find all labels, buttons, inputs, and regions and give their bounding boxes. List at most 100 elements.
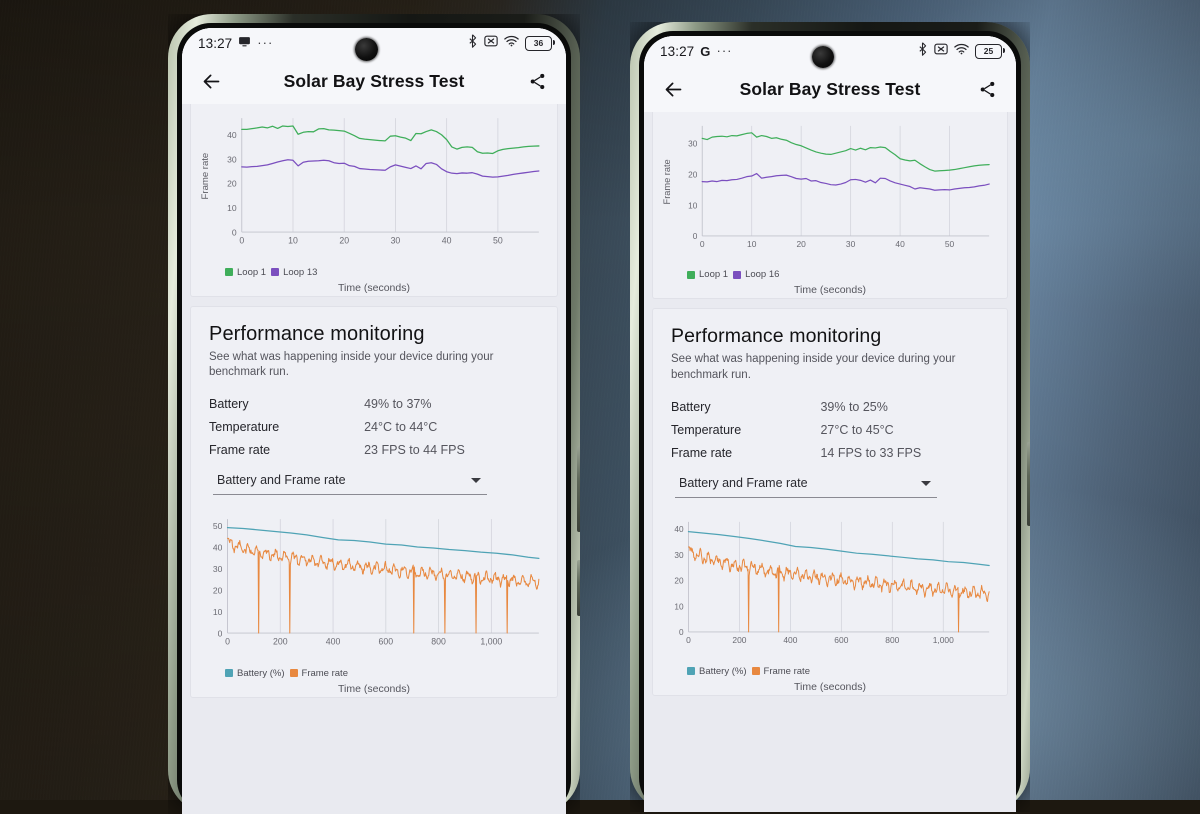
table-row: Temperature 27°C to 45°C: [671, 423, 989, 437]
left-phone-volume-button[interactable]: [577, 446, 580, 532]
svg-text:10: 10: [288, 236, 298, 246]
svg-text:Frame rate: Frame rate: [662, 159, 672, 204]
left-battery-chart: 0 10 20 30 40 50 0 200 400 600 800 1,000: [191, 509, 557, 670]
stat-key: Temperature: [209, 420, 280, 435]
back-arrow-icon[interactable]: [194, 64, 228, 98]
status-time: 13:27: [660, 43, 695, 59]
table-row: Battery 49% to 37%: [209, 397, 539, 411]
legend-label: Frame rate: [763, 665, 810, 677]
svg-text:800: 800: [431, 637, 446, 647]
svg-text:0: 0: [686, 635, 691, 645]
battery-indicator: 36: [525, 35, 556, 51]
selector-value: Battery and Frame rate: [217, 473, 346, 488]
svg-text:30: 30: [227, 154, 237, 164]
left-loop-xaxis-title: Time (seconds): [338, 281, 410, 294]
right-loop-chart-svg: 0 10 20 30 0 10 20 30 40 50 Frame rate: [662, 125, 990, 249]
legend-swatch: [225, 669, 233, 678]
battery-percent: 25: [983, 46, 994, 56]
svg-text:50: 50: [945, 239, 955, 249]
legend-item: Frame rate: [289, 667, 348, 679]
svg-text:20: 20: [227, 179, 237, 189]
performance-description: See what was happening inside your devic…: [209, 350, 494, 379]
left-app-bar: Solar Bay Stress Test: [182, 58, 566, 104]
legend-swatch: [289, 669, 298, 678]
svg-text:10: 10: [227, 203, 237, 213]
legend-label: Loop 1: [699, 269, 729, 281]
no-sim-icon: [484, 34, 498, 52]
stat-key: Battery: [671, 400, 711, 415]
svg-text:30: 30: [846, 239, 856, 249]
right-performance-stats: Battery 39% to 25% Temperature 27°C to 4…: [671, 400, 989, 460]
svg-text:200: 200: [273, 637, 288, 647]
left-battery-legend: Battery (%) Frame rate: [191, 668, 557, 679]
stat-value: 27°C to 45°C: [820, 423, 894, 438]
page-title: Solar Bay Stress Test: [739, 78, 921, 99]
share-icon[interactable]: [520, 64, 554, 98]
legend-label: Loop 13: [283, 266, 318, 278]
legend-item: Frame rate: [751, 665, 810, 677]
bluetooth-icon: [467, 33, 478, 53]
legend-item: Loop 1: [687, 269, 728, 280]
right-phone-camera-punch-hole: [812, 46, 834, 68]
stat-value: 14 FPS to 33 FPS: [820, 446, 922, 461]
left-loop-legend: Loop 1 Loop 13: [191, 267, 557, 278]
svg-text:20: 20: [796, 239, 806, 249]
svg-text:20: 20: [339, 236, 349, 246]
stat-key: Frame rate: [209, 443, 271, 458]
left-scroll-area[interactable]: 0 10 20 30 40 0 10 20 30 40 50 Frame rate Loop 1 Lo…: [182, 104, 566, 814]
selector-value: Battery and Frame rate: [679, 476, 808, 491]
legend-label: Battery (%): [699, 665, 747, 677]
right-performance-card: Performance monitoring See what was happ…: [652, 308, 1008, 696]
g-indicator: G: [700, 43, 711, 59]
wifi-icon: [504, 34, 519, 52]
back-arrow-icon[interactable]: [656, 72, 690, 106]
screencast-icon: [238, 35, 251, 51]
right-app-bar: Solar Bay Stress Test: [644, 66, 1016, 112]
performance-heading: Performance monitoring: [671, 325, 882, 348]
table-row: Temperature 24°C to 44°C: [209, 420, 539, 434]
svg-text:30: 30: [688, 140, 698, 149]
svg-text:40: 40: [227, 130, 237, 140]
right-loop-chart-card: 0 10 20 30 0 10 20 30 40 50 Frame rate Loop 1 Loop…: [652, 112, 1008, 300]
stat-value: 23 FPS to 44 FPS: [364, 443, 465, 458]
right-scroll-area[interactable]: 0 10 20 30 0 10 20 30 40 50 Frame rate Loop 1 Loop…: [644, 112, 1016, 812]
right-performance-section: Performance monitoring See what was happ…: [653, 309, 1007, 512]
share-icon[interactable]: [970, 72, 1004, 106]
svg-text:30: 30: [213, 564, 223, 574]
legend-item: Battery (%): [225, 668, 285, 679]
legend-label: Frame rate: [301, 667, 348, 679]
svg-text:0: 0: [700, 239, 705, 249]
svg-text:40: 40: [674, 525, 684, 534]
svg-text:600: 600: [379, 637, 394, 647]
legend-label: Loop 16: [745, 269, 780, 281]
left-performance-section: Performance monitoring See what was happ…: [191, 307, 557, 510]
left-phone-power-button[interactable]: [577, 560, 580, 616]
left-battery-xaxis-title: Time (seconds): [338, 682, 410, 695]
legend-label: Battery (%): [237, 667, 285, 679]
performance-description: See what was happening inside your devic…: [671, 353, 956, 382]
svg-text:10: 10: [688, 201, 698, 210]
legend-item: Loop 13: [271, 267, 317, 278]
svg-text:600: 600: [834, 635, 848, 645]
right-loop-chart: 0 10 20 30 0 10 20 30 40 50 Frame rate: [653, 112, 1007, 271]
left-battery-chart-svg: 0 10 20 30 40 50 0 200 400 600 800 1,000: [213, 519, 540, 647]
right-phone-volume-button[interactable]: [1027, 442, 1030, 526]
stat-value: 24°C to 44°C: [364, 420, 438, 435]
right-status-right: 25: [917, 41, 1006, 61]
left-performance-card: Performance monitoring See what was happ…: [190, 305, 558, 698]
left-metric-selector[interactable]: Battery and Frame rate: [213, 469, 487, 496]
left-phone-camera-punch-hole: [355, 38, 378, 61]
svg-text:10: 10: [213, 607, 223, 617]
right-battery-xaxis-title: Time (seconds): [794, 680, 866, 693]
right-metric-selector[interactable]: Battery and Frame rate: [675, 472, 937, 499]
page-title: Solar Bay Stress Test: [283, 70, 465, 91]
stat-value: 49% to 37%: [364, 397, 432, 412]
legend-swatch: [751, 667, 760, 676]
chevron-down-icon: [471, 477, 481, 483]
no-sim-icon: [934, 42, 948, 60]
table-row: Battery 39% to 25%: [671, 400, 989, 414]
legend-swatch: [687, 270, 695, 279]
stat-key: Battery: [209, 397, 249, 412]
legend-swatch: [733, 270, 742, 279]
